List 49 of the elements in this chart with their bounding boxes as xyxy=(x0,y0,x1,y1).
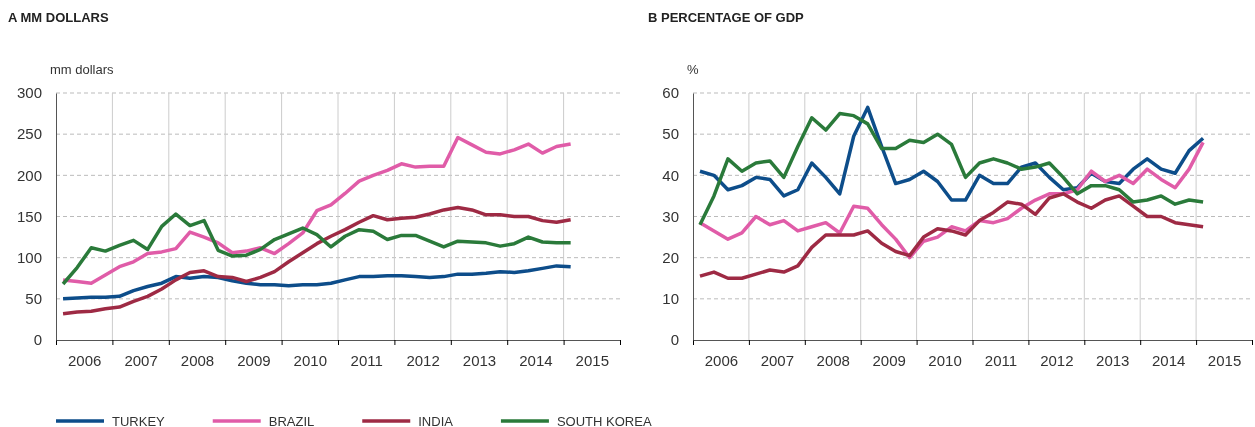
x-tick-label: 2011 xyxy=(350,351,383,369)
chart-title: A MM DOLLARS xyxy=(8,10,109,25)
line-series xyxy=(698,192,1205,280)
line-series xyxy=(61,135,573,285)
x-tick-label: 2010 xyxy=(928,351,962,369)
x-tick-label: 2014 xyxy=(1151,351,1186,369)
x-tick-label: 2012 xyxy=(1040,351,1074,369)
x-tick-label: 2015 xyxy=(1207,351,1242,369)
x-tick-label: 2014 xyxy=(519,351,553,369)
y-axis-title: mm dollars xyxy=(50,62,115,77)
x-tick-label: 2015 xyxy=(575,351,609,369)
y-tick-label: 10 xyxy=(662,290,679,308)
y-tick-label: 30 xyxy=(662,207,679,225)
y-tick-label: 250 xyxy=(16,125,42,143)
legend-label: SOUTH KOREA xyxy=(556,414,652,427)
x-tick-label: 2009 xyxy=(237,351,271,369)
x-tick-label: 2008 xyxy=(816,351,850,369)
chart-title: B PERCENTAGE OF GDP xyxy=(648,10,805,25)
line-series xyxy=(61,212,573,286)
x-tick-label: 2007 xyxy=(760,351,795,369)
y-tick-label: 60 xyxy=(662,84,679,102)
x-tick-label: 2007 xyxy=(124,351,158,369)
x-tick-label: 2008 xyxy=(180,351,215,369)
line-series xyxy=(698,111,1205,227)
legend-label: BRAZIL xyxy=(268,414,315,427)
y-tick-label: 20 xyxy=(662,248,679,266)
x-tick-label: 2013 xyxy=(1096,351,1130,369)
x-tick-label: 2013 xyxy=(462,351,497,369)
y-tick-label: 300 xyxy=(16,84,42,102)
y-tick-label: 200 xyxy=(16,166,42,184)
x-tick-label: 2011 xyxy=(984,351,1018,369)
legend-label: INDIA xyxy=(418,414,454,427)
line-series xyxy=(61,264,573,301)
x-tick-label: 2009 xyxy=(872,351,906,369)
y-tick-label: 0 xyxy=(670,331,679,349)
x-tick-label: 2006 xyxy=(704,351,739,369)
line-series xyxy=(61,205,573,316)
y-tick-label: 50 xyxy=(25,290,42,308)
x-tick-label: 2010 xyxy=(293,351,327,369)
line-series xyxy=(698,140,1205,260)
y-axis-title: % xyxy=(687,62,699,77)
y-tick-label: 150 xyxy=(16,207,42,225)
y-tick-label: 50 xyxy=(662,125,679,143)
y-tick-label: 40 xyxy=(662,166,679,184)
x-tick-label: 2012 xyxy=(406,351,440,369)
y-tick-label: 0 xyxy=(33,331,42,349)
y-tick-label: 100 xyxy=(16,248,42,266)
x-tick-label: 2006 xyxy=(68,351,102,369)
legend-label: TURKEY xyxy=(112,414,166,427)
